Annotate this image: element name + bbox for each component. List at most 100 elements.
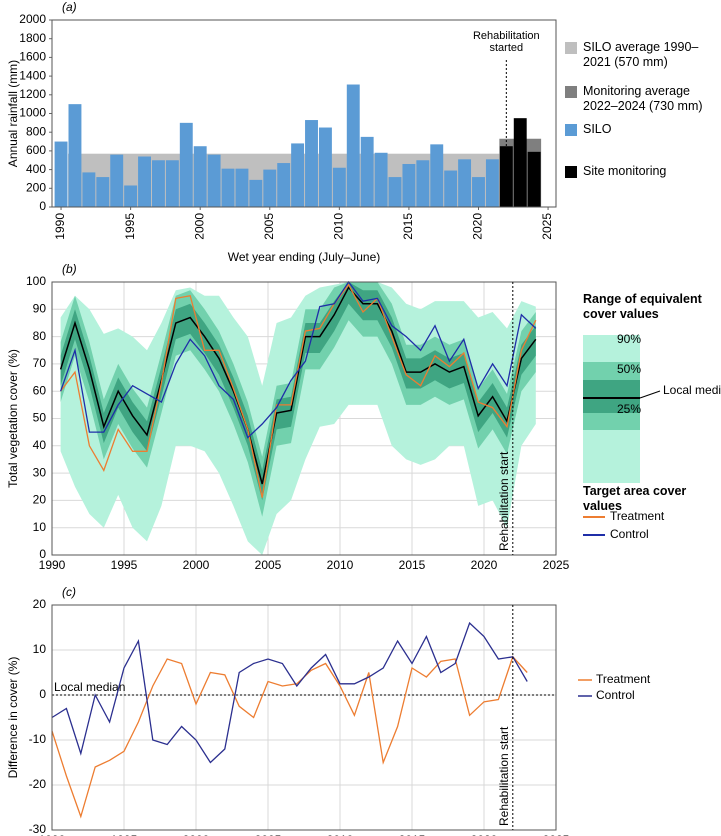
x-tick-label: 2010	[327, 558, 354, 572]
y-tick-label: 1400	[19, 68, 46, 82]
legend-swatch	[565, 166, 577, 178]
legend-swatch	[565, 124, 577, 136]
y-tick-label: 1800	[19, 31, 46, 45]
y-tick-label: 40	[33, 438, 47, 452]
y-axis-label: Annual rainfall (mm)	[6, 60, 20, 167]
y-tick-label: 10	[33, 642, 47, 656]
legend-label: Monitoring average 2022–2024 (730 mm)	[583, 84, 703, 113]
bar	[513, 118, 527, 207]
y-tick-label: 100	[26, 274, 46, 288]
x-tick-label: 2020	[471, 558, 498, 572]
legend-label: Treatment	[610, 509, 665, 523]
y-tick-label: 200	[26, 180, 46, 194]
bar	[527, 151, 541, 207]
bar	[444, 170, 458, 207]
annotation-text: Rehabilitation start	[497, 726, 511, 826]
legend-label: Control	[596, 688, 635, 702]
bar	[82, 172, 96, 207]
reference-label: Local median	[54, 680, 125, 694]
y-axis-label: Total vegetation cover (%)	[6, 349, 20, 488]
x-tick-label: 2010	[327, 833, 354, 836]
legend-label: Site monitoring	[583, 164, 667, 178]
bar	[138, 156, 151, 207]
y-tick-label: 0	[39, 199, 46, 213]
bar	[110, 154, 124, 207]
plot-frame	[51, 604, 557, 831]
panel-label: (a)	[62, 0, 77, 14]
bar	[249, 179, 263, 207]
x-tick-label: 2015	[401, 213, 415, 240]
x-tick-label: 2020	[471, 213, 485, 240]
y-tick-label: 70	[33, 356, 47, 370]
bar	[96, 177, 110, 207]
y-tick-label: 60	[33, 383, 47, 397]
bar	[54, 141, 68, 207]
bar	[221, 168, 235, 207]
bar	[165, 160, 179, 207]
x-tick-label: 1990	[53, 213, 67, 240]
series-line	[51, 621, 528, 764]
bar	[374, 152, 388, 207]
bar	[346, 84, 360, 207]
legend-swatch	[565, 42, 577, 54]
legend-label: SILO	[583, 122, 612, 136]
legend-label: Treatment	[596, 672, 651, 686]
annotation-text: Rehabilitation start	[497, 451, 511, 551]
y-tick-label: 30	[33, 465, 47, 479]
x-tick-label: 2000	[183, 833, 210, 836]
bar	[291, 143, 305, 207]
legend-label: 50%	[617, 362, 641, 376]
series-line	[60, 283, 537, 498]
plot-frame	[51, 19, 557, 208]
bar	[305, 120, 318, 207]
x-tick-label: 1995	[111, 833, 138, 836]
legend-label: 25%	[617, 402, 641, 416]
x-tick-label: 2015	[399, 558, 426, 572]
x-tick-label: 2025	[543, 833, 570, 836]
y-axis-label: Difference in cover (%)	[6, 657, 20, 779]
y-tick-label: 10	[33, 520, 47, 534]
y-tick-label: 0	[39, 687, 46, 701]
y-tick-label: 0	[39, 547, 46, 561]
bar	[263, 169, 277, 207]
bar	[485, 159, 499, 207]
x-tick-label: 2005	[255, 558, 282, 572]
legend-title: Range of equivalent cover values	[583, 292, 702, 321]
bar	[124, 185, 138, 207]
bar	[332, 167, 346, 207]
y-tick-label: 20	[33, 597, 47, 611]
x-tick-label: 2015	[399, 833, 426, 836]
panel-label: (b)	[62, 262, 77, 276]
bar	[318, 127, 332, 207]
legend-swatch	[565, 86, 577, 98]
bar	[207, 154, 221, 207]
y-tick-label: -30	[29, 822, 47, 836]
bar	[402, 163, 416, 207]
legend-label: Local median	[663, 383, 721, 397]
legend-label: Control	[610, 527, 649, 541]
x-tick-label: 2000	[183, 558, 210, 572]
y-tick-label: 1600	[19, 50, 46, 64]
y-tick-label: 50	[33, 411, 47, 425]
bar	[151, 160, 165, 207]
bar	[472, 177, 485, 207]
y-tick-label: 400	[26, 162, 46, 176]
y-tick-label: 90	[33, 301, 47, 315]
bar	[235, 168, 249, 207]
bar	[430, 144, 444, 207]
y-tick-label: 20	[33, 493, 47, 507]
bar	[458, 159, 472, 207]
x-tick-label: 2005	[262, 213, 276, 240]
range-band	[60, 282, 536, 501]
y-tick-label: 1000	[19, 106, 46, 120]
y-tick-label: 600	[26, 143, 46, 157]
series-line	[51, 655, 528, 819]
legend-swatch	[583, 380, 640, 413]
y-tick-label: 1200	[19, 87, 46, 101]
legend-label: SILO average 1990–2021 (570 mm)	[583, 40, 699, 69]
series-line	[59, 286, 537, 485]
x-axis-label: Wet year ending (July–June)	[228, 250, 381, 264]
x-tick-label: 2025	[540, 213, 554, 240]
